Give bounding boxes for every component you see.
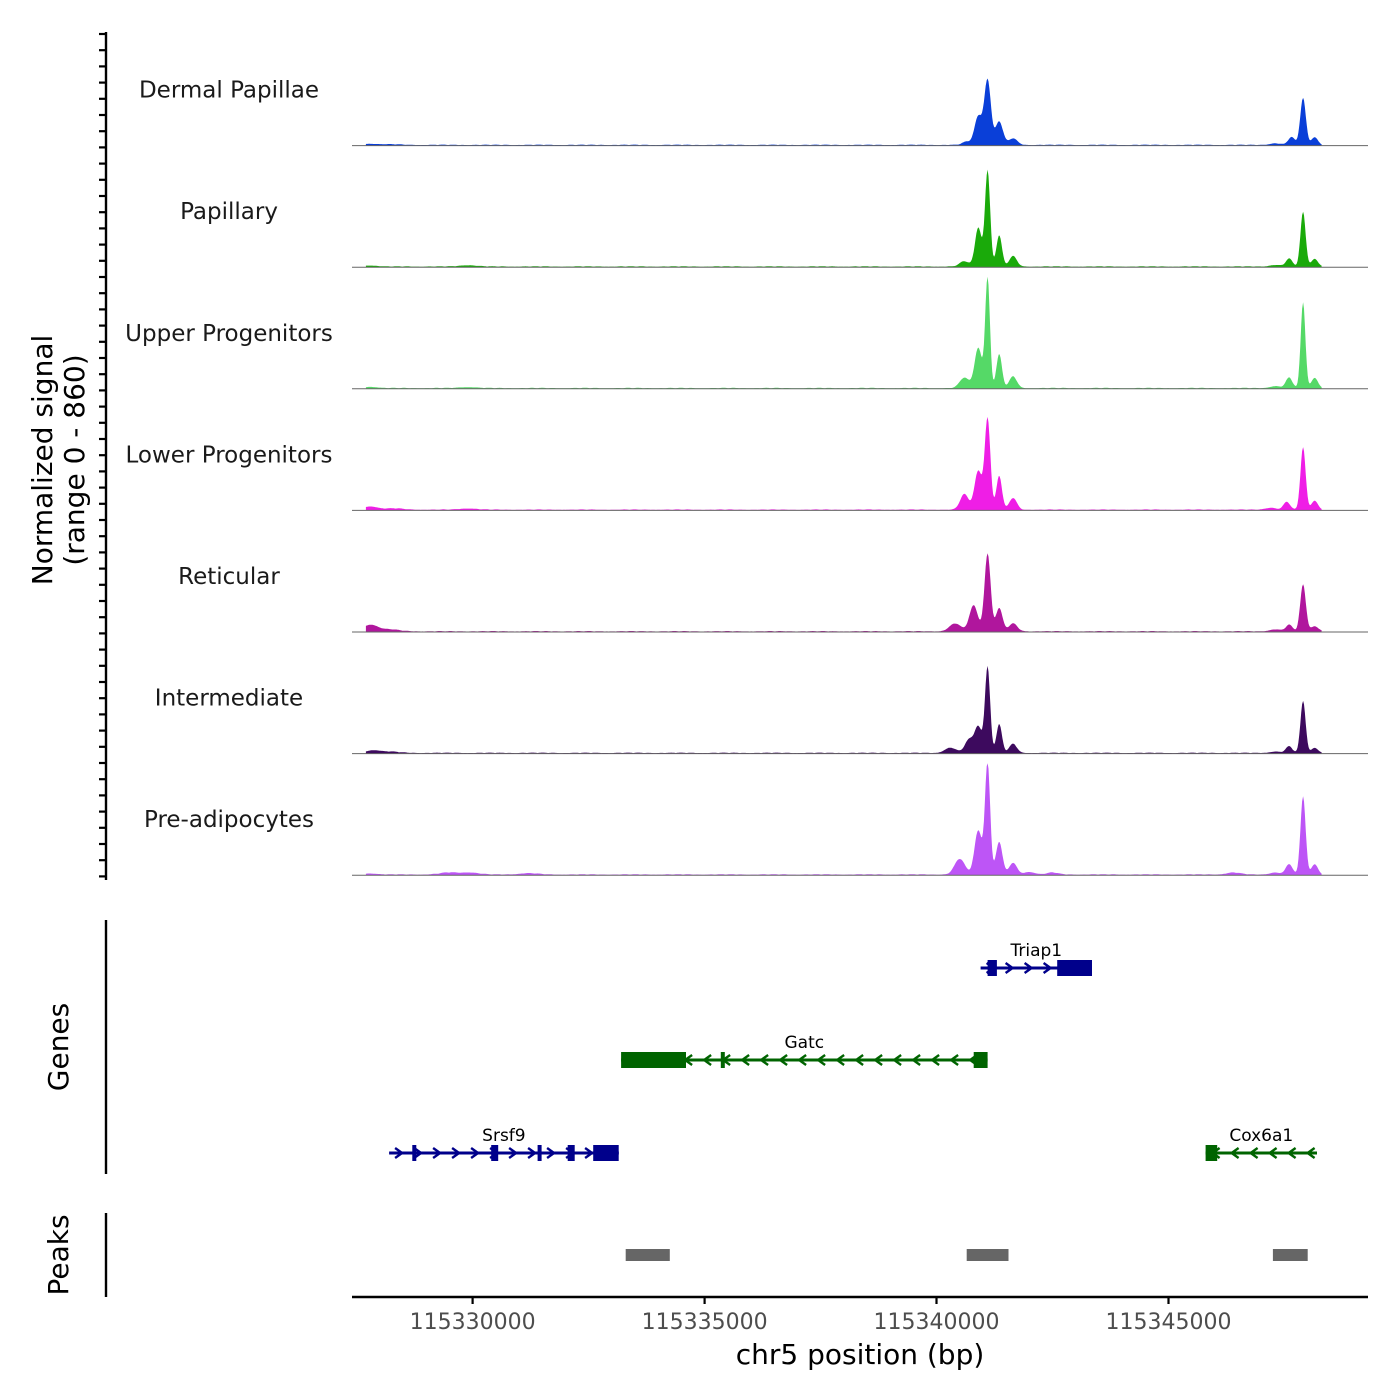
y-axis-title: Normalized signal — [26, 335, 59, 586]
gene-exon — [987, 960, 997, 976]
strand-arrow — [1267, 1147, 1278, 1159]
peak-region — [1272, 1249, 1308, 1261]
gene-exon — [567, 1145, 575, 1161]
strand-arrow — [508, 1147, 519, 1159]
coverage-area — [365, 665, 1322, 754]
coverage-tracks: Dermal Papillae Papillary Upper Progenitor… — [125, 78, 1368, 876]
strand-arrow — [759, 1054, 769, 1066]
strand-arrow — [778, 1054, 788, 1066]
strand-arrow — [432, 1147, 443, 1159]
strand-arrow — [1248, 1147, 1259, 1159]
coverage-track: Dermal Papillae — [139, 78, 1368, 147]
peaks-panel-title: Peaks — [42, 1214, 75, 1295]
gene-exon — [491, 1145, 499, 1161]
track-label: Intermediate — [155, 686, 303, 712]
strand-arrow — [451, 1147, 462, 1159]
gene-exon — [720, 1052, 725, 1068]
coverage-area — [365, 276, 1322, 389]
strand-arrow — [1229, 1147, 1240, 1159]
track-label: Upper Progenitors — [125, 321, 333, 347]
gene-label: Cox6a1 — [1229, 1126, 1293, 1146]
gene-exon — [1205, 1145, 1218, 1161]
x-tick-label: 115340000 — [874, 1310, 1000, 1335]
track-label: Reticular — [178, 564, 280, 590]
strand-arrow — [470, 1147, 481, 1159]
strand-arrow — [546, 1147, 557, 1159]
strand-arrow — [1286, 1147, 1297, 1159]
strand-arrow — [702, 1054, 712, 1066]
peak-region — [625, 1249, 670, 1261]
track-label: Pre-adipocytes — [144, 807, 314, 833]
strand-arrow — [394, 1147, 405, 1159]
coverage-area — [365, 78, 1322, 146]
strand-arrow — [1004, 962, 1015, 974]
coverage-area — [365, 416, 1322, 511]
coverage-track: Upper Progenitors — [125, 276, 1368, 390]
x-axis-title: chr5 position (bp) — [736, 1338, 985, 1371]
gene-exon — [1057, 960, 1092, 976]
coverage-axis-ticks — [99, 32, 106, 878]
strand-arrow — [1023, 962, 1034, 974]
coverage-area — [365, 169, 1322, 268]
gene-exon — [621, 1052, 686, 1068]
strand-arrow — [873, 1054, 883, 1066]
x-tick-label: 115330000 — [410, 1310, 536, 1335]
strand-arrow — [835, 1054, 845, 1066]
track-label: Dermal Papillae — [139, 78, 319, 104]
genes-panel-title: Genes — [42, 1003, 75, 1091]
strand-arrow — [584, 1147, 595, 1159]
gene-label: Triap1 — [1009, 941, 1062, 961]
gene-exon — [537, 1145, 542, 1161]
strand-arrow — [892, 1054, 902, 1066]
strand-arrow — [816, 1054, 826, 1066]
strand-arrow — [854, 1054, 864, 1066]
strand-arrow — [949, 1054, 959, 1066]
coverage-track: Pre-adipocytes — [144, 763, 1368, 876]
gene-exon — [412, 1145, 417, 1161]
peak-regions — [625, 1249, 1308, 1261]
strand-arrow — [930, 1054, 940, 1066]
strand-arrow — [413, 1147, 424, 1159]
x-tick-label: 115335000 — [642, 1310, 768, 1335]
strand-arrow — [527, 1147, 538, 1159]
gene-exon — [593, 1145, 619, 1161]
track-label: Papillary — [180, 199, 278, 225]
gene-annotations: Triap1 Gatc Srsf9 Cox6a1 — [389, 941, 1317, 1161]
strand-arrow — [911, 1054, 921, 1066]
coverage-area — [365, 553, 1322, 632]
gene: Gatc — [621, 1033, 988, 1068]
gene: Triap1 — [980, 941, 1092, 976]
strand-arrow — [1042, 962, 1053, 974]
strand-arrow — [1305, 1147, 1316, 1159]
strand-arrow — [740, 1054, 750, 1066]
gene-exon — [973, 1052, 988, 1068]
y-axis-range: (range 0 - 860) — [58, 354, 91, 565]
gene-label: Srsf9 — [482, 1126, 525, 1146]
x-axis-ticks: 115330000 115335000 115340000 115345000 — [410, 1297, 1232, 1335]
gene-label: Gatc — [784, 1033, 824, 1053]
coverage-track: Lower Progenitors — [126, 416, 1368, 511]
x-tick-label: 115345000 — [1106, 1310, 1232, 1335]
track-label: Lower Progenitors — [126, 442, 333, 468]
gene: Cox6a1 — [1205, 1126, 1317, 1161]
coverage-track: Intermediate — [155, 665, 1368, 755]
strand-arrow — [797, 1054, 807, 1066]
peak-region — [966, 1249, 1009, 1261]
coverage-track: Papillary — [180, 169, 1368, 268]
coverage-area — [365, 763, 1322, 876]
coverage-track: Reticular — [178, 553, 1368, 633]
gene: Srsf9 — [389, 1126, 619, 1161]
